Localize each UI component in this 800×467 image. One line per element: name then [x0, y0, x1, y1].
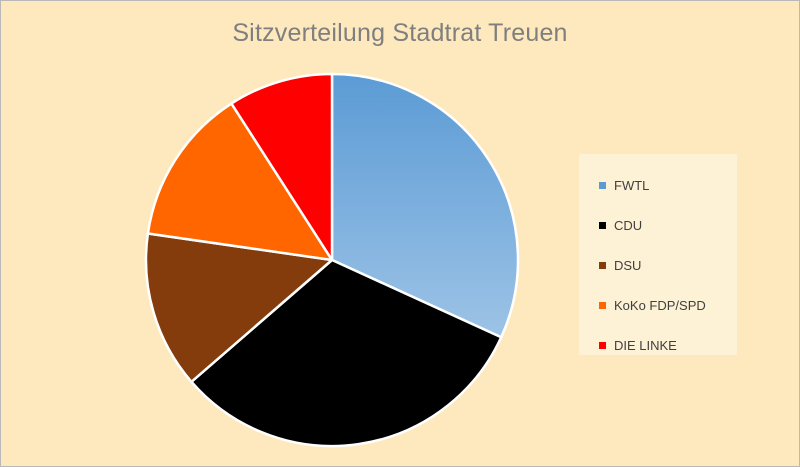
pie-slice-die-linke	[230, 72, 334, 262]
legend-label-dsu: DSU	[614, 257, 642, 273]
legend-label-die-linke: DIE LINKE	[614, 337, 677, 353]
legend-swatch-die-linke	[599, 341, 606, 349]
legend-swatch-koko-fdp-spd	[599, 301, 606, 309]
chart-title: Sitzverteilung Stadtrat Treuen	[232, 19, 568, 47]
pie-slice-fwtl	[330, 72, 520, 339]
legend-swatch-fwtl	[599, 181, 606, 189]
legend-swatch-dsu	[599, 261, 606, 269]
legend-label-koko-fdp-spd: KoKo FDP/SPD	[614, 297, 706, 313]
pie-slice-dsu	[144, 232, 334, 384]
legend-swatch-cdu	[599, 221, 606, 229]
pie-slice-koko-fdp-spd	[146, 102, 334, 262]
legend-item-fwtl: FWTL	[579, 165, 737, 205]
legend-item-die-linke: DIE LINKE	[579, 325, 737, 365]
chart-legend: FWTL CDU DSU KoKo FDP/SPD DIE LINKE	[579, 154, 737, 355]
legend-label-cdu: CDU	[614, 217, 643, 233]
legend-item-dsu: DSU	[579, 245, 737, 285]
legend-item-cdu: CDU	[579, 205, 737, 245]
pie-slice-cdu	[190, 258, 503, 448]
legend-item-koko-fdp-spd: KoKo FDP/SPD	[579, 285, 737, 325]
legend-label-fwtl: FWTL	[614, 177, 650, 193]
